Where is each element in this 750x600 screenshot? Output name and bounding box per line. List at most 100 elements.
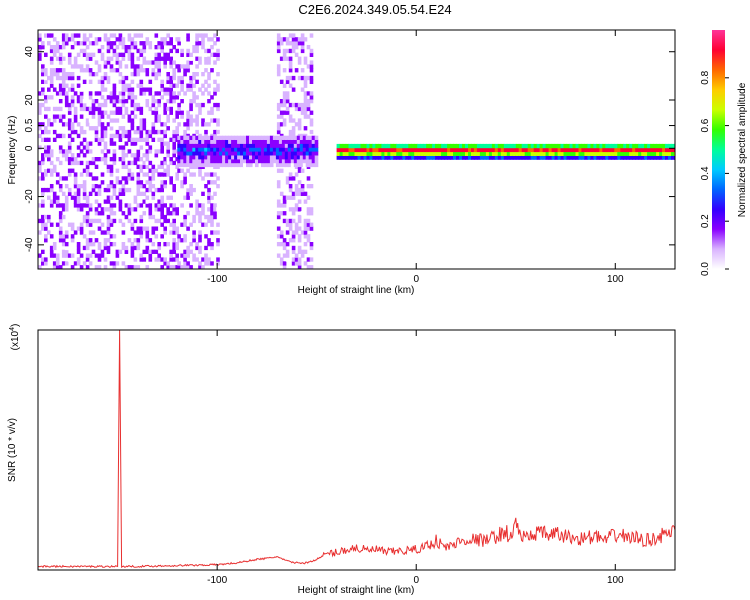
snr-y-axis-label: SNR (10 * v/v) bbox=[7, 418, 18, 482]
heatmap-cell bbox=[124, 245, 129, 251]
heatmap-cell bbox=[305, 162, 310, 168]
heatmap-cell bbox=[94, 211, 99, 216]
heatmap-cell bbox=[124, 164, 129, 169]
heatmap-cell bbox=[118, 249, 123, 254]
heatmap-cell bbox=[387, 151, 391, 156]
heatmap-cell bbox=[605, 155, 609, 160]
heatmap-cell bbox=[216, 147, 220, 152]
heatmap-cell bbox=[447, 143, 451, 149]
heatmap-cell bbox=[124, 180, 129, 185]
heatmap-cell bbox=[524, 151, 529, 156]
heatmap-cell bbox=[314, 155, 319, 160]
heatmap-cell bbox=[263, 162, 268, 168]
heatmap-cell bbox=[64, 75, 69, 81]
heatmap-cell bbox=[228, 135, 232, 140]
heatmap-cell bbox=[186, 126, 190, 131]
heatmap-cell bbox=[139, 226, 144, 231]
heatmap-cell bbox=[73, 64, 78, 69]
heatmap-cell bbox=[638, 147, 642, 153]
heatmap-cell bbox=[201, 203, 205, 208]
heatmap-cell bbox=[166, 149, 170, 154]
heatmap-cell bbox=[198, 147, 202, 152]
heatmap-cell bbox=[195, 37, 199, 42]
heatmap-cell bbox=[88, 222, 93, 227]
heatmap-cell bbox=[249, 162, 253, 168]
heatmap-cell bbox=[67, 253, 72, 258]
heatmap-cell bbox=[288, 56, 293, 61]
heatmap-cell bbox=[145, 41, 150, 46]
heatmap-cell bbox=[49, 60, 54, 65]
heatmap-cell bbox=[204, 87, 208, 92]
heatmap-cell bbox=[575, 147, 580, 153]
heatmap-cell bbox=[243, 139, 247, 144]
heatmap-cell bbox=[112, 149, 117, 154]
heatmap-cell bbox=[198, 135, 202, 140]
heatmap-cell bbox=[198, 110, 202, 115]
heatmap-cell bbox=[118, 72, 123, 77]
heatmap-cell bbox=[348, 155, 353, 160]
heatmap-cell bbox=[154, 106, 159, 112]
heatmap-cell bbox=[127, 149, 132, 154]
heatmap-cell bbox=[225, 151, 229, 156]
heatmap-cell bbox=[518, 155, 523, 160]
heatmap-cell bbox=[145, 137, 150, 142]
heatmap-cell bbox=[76, 261, 81, 266]
heatmap-cell bbox=[662, 147, 666, 153]
heatmap-cell bbox=[282, 199, 287, 204]
heatmap-cell bbox=[118, 207, 123, 212]
heatmap-cell bbox=[303, 242, 308, 247]
heatmap-cell bbox=[58, 238, 63, 243]
heatmap-cell bbox=[282, 110, 287, 115]
heatmap-cell bbox=[85, 199, 90, 204]
heatmap-cell bbox=[109, 45, 114, 50]
heatmap-cell bbox=[309, 265, 314, 269]
heatmap-cell bbox=[354, 143, 359, 149]
heatmap-cell bbox=[88, 33, 93, 38]
heatmap-cell bbox=[204, 184, 208, 189]
heatmap-cell bbox=[130, 176, 135, 181]
heatmap-cell bbox=[61, 33, 66, 38]
heatmap-cell bbox=[55, 157, 60, 162]
heatmap-cell bbox=[160, 199, 164, 204]
heatmap-cell bbox=[148, 253, 153, 258]
heatmap-cell bbox=[291, 176, 296, 181]
heatmap-cell bbox=[97, 137, 102, 142]
heatmap-cell bbox=[584, 155, 588, 160]
heatmap-cell bbox=[279, 41, 284, 46]
heatmap-cell bbox=[665, 143, 669, 149]
heatmap-cell bbox=[207, 261, 211, 266]
heatmap-cell bbox=[429, 143, 433, 149]
heatmap-cell bbox=[79, 48, 84, 54]
heatmap-cell bbox=[88, 79, 93, 84]
heatmap-cell bbox=[284, 162, 289, 168]
heatmap-cell bbox=[112, 48, 117, 54]
heatmap-cell bbox=[285, 110, 290, 115]
heatmap-cell bbox=[55, 203, 60, 208]
heatmap-cell bbox=[94, 126, 99, 131]
heatmap-cell bbox=[145, 172, 150, 177]
heatmap-cell bbox=[85, 168, 90, 173]
heatmap-cell bbox=[204, 222, 208, 227]
heatmap-cell bbox=[97, 218, 102, 224]
heatmap-cell bbox=[139, 168, 144, 173]
heatmap-cell bbox=[157, 149, 161, 154]
heatmap-cell bbox=[88, 238, 93, 243]
heatmap-cell bbox=[195, 33, 199, 38]
heatmap-cell bbox=[127, 37, 132, 42]
heatmap-cell bbox=[85, 52, 90, 57]
heatmap-cell bbox=[314, 151, 319, 156]
heatmap-cell bbox=[614, 151, 618, 156]
heatmap-cell bbox=[76, 153, 81, 158]
heatmap-cell bbox=[163, 122, 167, 127]
heatmap-cell bbox=[210, 151, 214, 156]
heatmap-cell bbox=[306, 211, 311, 216]
heatmap-cell bbox=[112, 87, 117, 92]
heatmap-cell bbox=[160, 45, 164, 50]
heatmap-cell bbox=[279, 37, 284, 42]
heatmap-cell bbox=[288, 64, 293, 69]
heatmap-cell bbox=[38, 45, 42, 50]
heatmap-cell bbox=[139, 230, 144, 235]
heatmap-cell bbox=[306, 176, 311, 181]
heatmap-cell bbox=[186, 48, 190, 54]
heatmap-cell bbox=[55, 106, 60, 112]
